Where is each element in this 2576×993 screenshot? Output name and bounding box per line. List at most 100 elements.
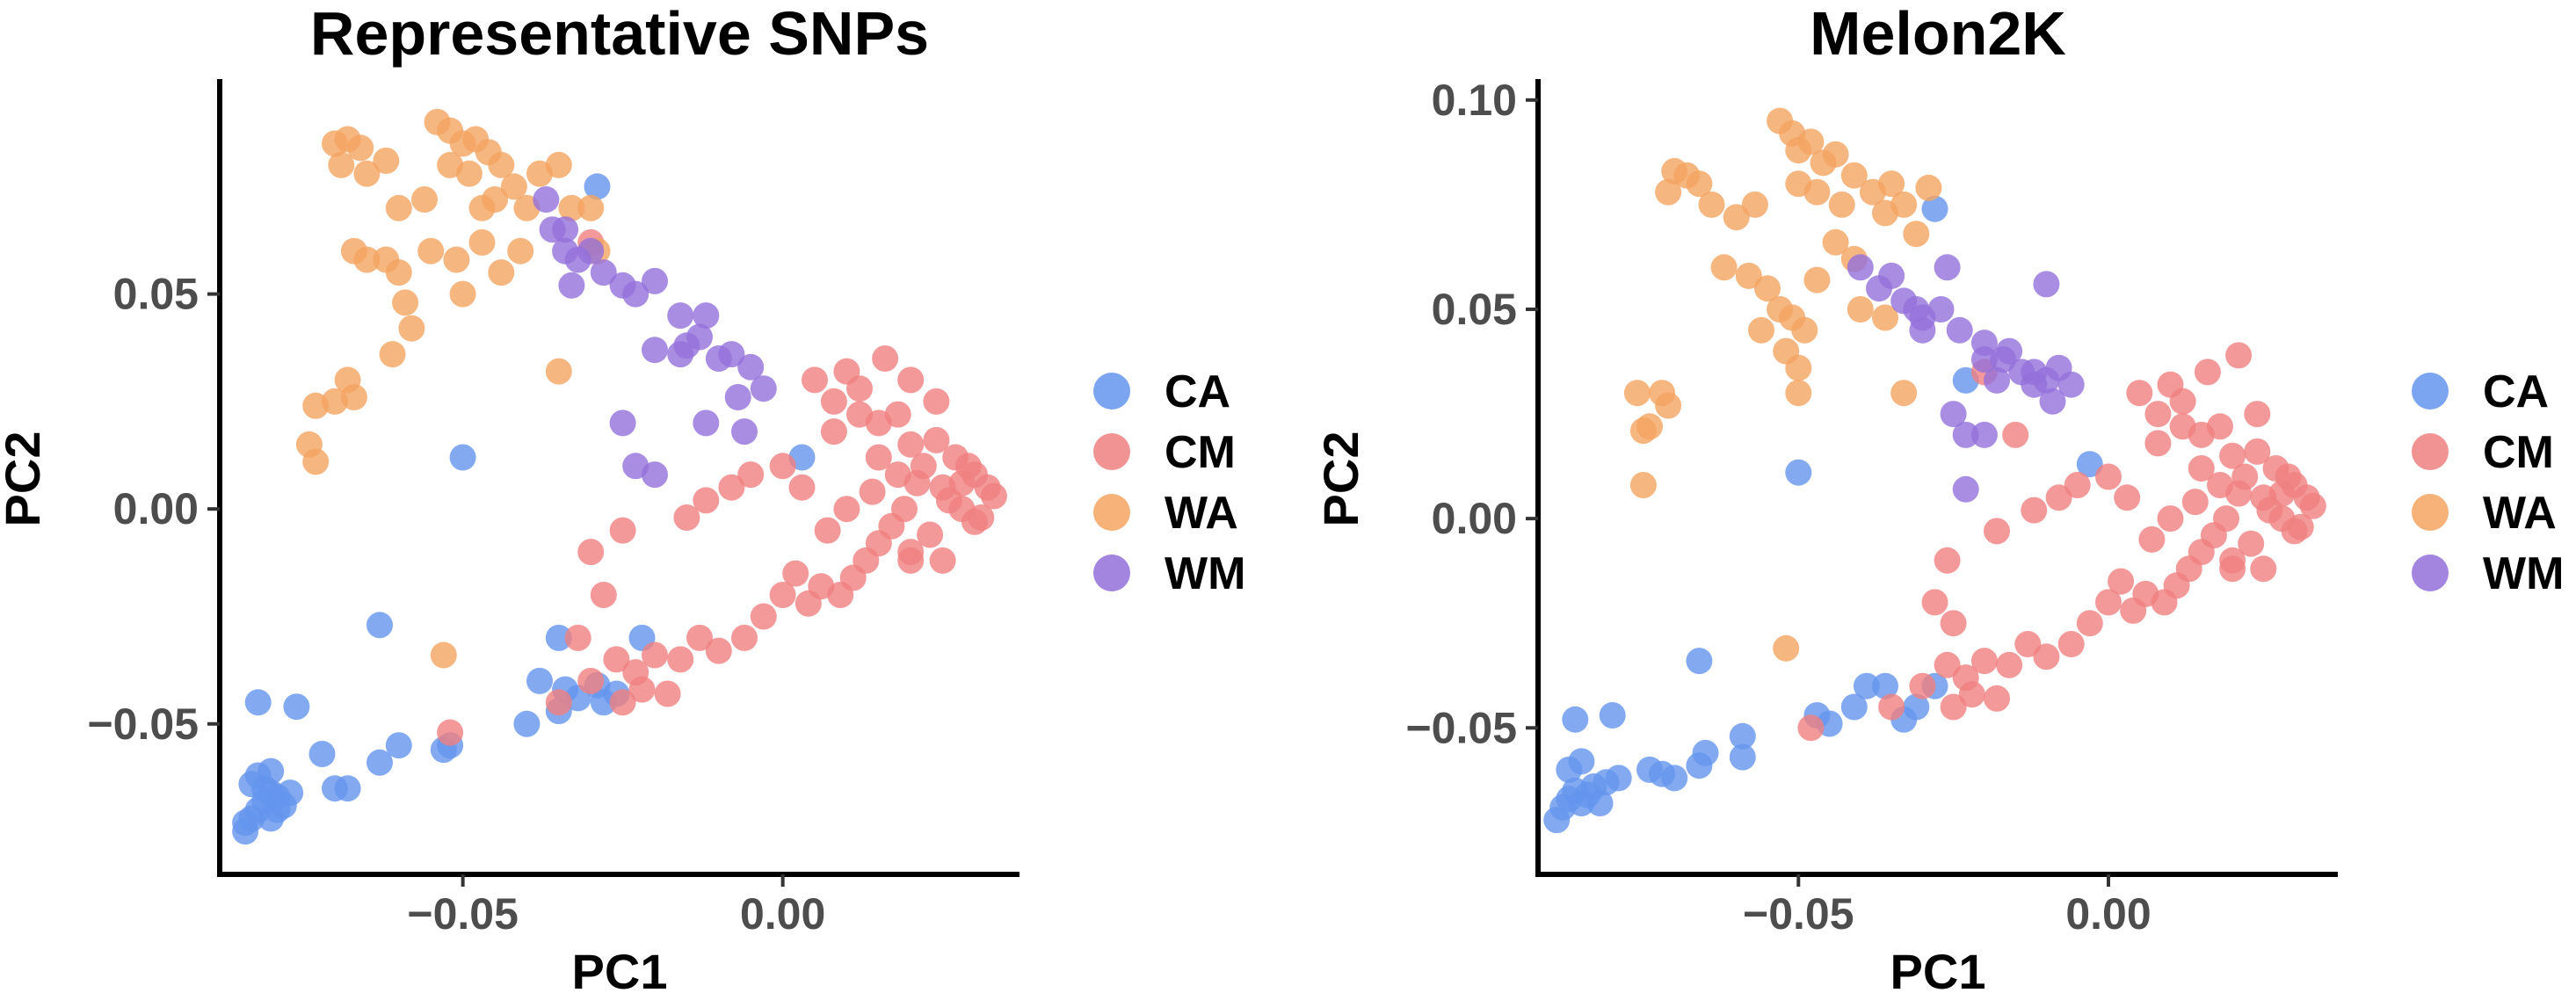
data-point-cm [795,590,822,617]
data-point-cm [846,401,873,428]
data-point-wm [2033,271,2060,298]
data-point-cm [1797,714,1825,742]
data-point-wm [693,410,720,437]
data-point-wa [443,246,470,273]
legend-label-wa: WA [2483,488,2557,539]
data-point-wm [1970,346,1998,373]
data-point-cm [917,521,944,548]
legend-key-cm [1093,433,1130,470]
data-point-cm [923,388,950,415]
data-point-wa [328,151,355,178]
data-point-cm [968,504,995,531]
data-point-wa [1803,266,1831,294]
data-point-wm [1927,296,1955,323]
legend-label-cm: CM [2483,427,2554,478]
data-point-wm [2039,388,2066,415]
data-point-wa [1803,178,1831,206]
data-point-wa [1822,228,1849,256]
data-point-wa [430,641,457,669]
data-point-ca [385,732,412,759]
data-point-wa [545,151,572,178]
data-point-ca [264,783,291,810]
data-point-cm [2144,401,2172,428]
data-point-wa [1797,128,1825,156]
data-point-wm [558,272,585,299]
data-point-cm [1934,651,1961,678]
y-tick-label: 0.00 [113,484,199,533]
data-point-cm [1940,693,1967,721]
data-point-cm [693,487,720,514]
data-point-wm [1940,401,1967,428]
data-point-cm [1958,681,1985,708]
data-point-cm [2095,589,2122,616]
data-point-cm [814,517,841,544]
data-point-wa [385,259,412,286]
data-point-wm [622,280,649,308]
data-point-ca [1785,459,1812,486]
ticks-layer: −0.05 0.00 0.05 0.00 −0.05 [87,270,825,939]
data-point-wa [545,358,572,385]
legend-label-cm: CM [1165,427,1236,478]
data-point-cm [2144,430,2172,457]
data-point-cm [2014,631,2042,657]
data-point-cm [2126,380,2153,407]
y-tick-label: 0.05 [113,270,199,319]
data-point-wa [1655,392,1682,419]
data-point-wa [1840,162,1868,189]
data-point-cm [2181,489,2209,516]
data-point-cm [667,646,694,673]
data-point-wa [302,448,330,475]
data-point-wa [1903,221,1930,248]
y-axis-title: PC2 [1313,431,1368,527]
data-point-cm [859,478,886,505]
data-point-cm [2225,342,2253,369]
data-point-wa [1735,262,1762,289]
legend-label-ca: CA [2483,366,2549,417]
data-point-ca [2076,451,2103,478]
data-point-ca [232,809,259,837]
data-point-cm [737,461,765,489]
data-point-ca [1840,693,1868,721]
chart-title: Melon2K [1810,0,2066,68]
data-point-ca [1872,672,1898,699]
data-point-cm [718,474,745,501]
legend: CA CM WA WM [2412,366,2564,599]
data-point-cm [545,689,572,716]
data-point-wm [750,375,777,402]
data-point-wm [693,302,720,330]
data-point-wa [353,160,381,187]
data-point-cm [820,418,847,446]
data-point-wa [1872,304,1898,331]
panel-melon2k: Melon2K PC1 PC2 −0.05 0.000.100.050.00−0.… [1313,0,2564,993]
data-point-wm [1878,262,1905,289]
data-point-wa [302,392,330,419]
data-point-cm [731,624,758,651]
data-point-wa [1741,191,1768,218]
data-point-cm [590,582,617,608]
data-point-wa [411,186,438,213]
legend-key-wa [1093,494,1130,531]
y-tick-label: 0.00 [1432,494,1517,543]
data-point-wa [449,280,476,308]
data-point-cm [2108,568,2135,595]
data-point-cm [897,431,925,458]
data-point-cm [872,345,899,372]
data-point-cm [2219,442,2246,469]
data-point-cm [2219,555,2246,583]
data-point-ca [334,775,361,802]
data-point-cm [705,637,732,664]
data-point-wm [1934,254,1961,281]
data-point-wa [507,237,534,265]
data-point-cm [642,641,668,669]
data-point-cm [846,375,873,402]
points-layer [1543,107,2326,834]
data-point-cm [2114,484,2141,511]
data-point-cm [1984,685,2010,712]
data-point-cm [2238,530,2265,557]
data-point-wm [1952,421,1979,448]
data-point-cm [1940,610,1967,637]
data-point-wa [353,246,381,273]
data-point-ca [258,805,285,832]
data-point-wa [1723,204,1750,231]
data-point-ca [244,689,272,716]
